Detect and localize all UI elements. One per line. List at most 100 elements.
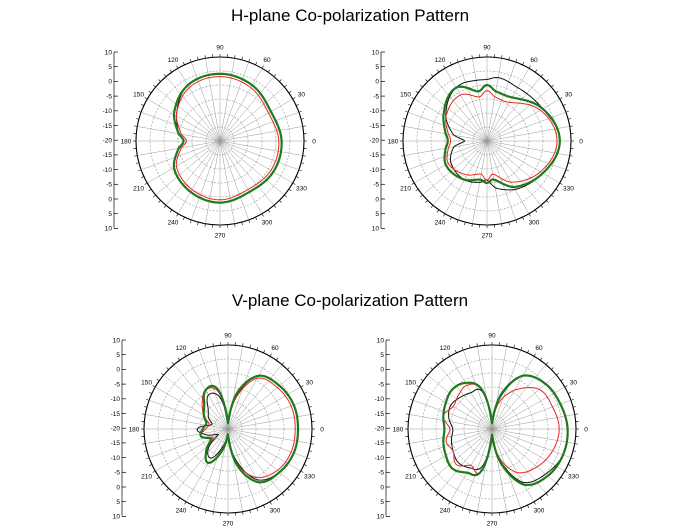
angle-tick-mark <box>205 510 207 514</box>
grid-spoke <box>486 112 567 142</box>
series-line-1 <box>196 375 299 481</box>
angle-tick-mark <box>248 59 251 63</box>
angle-label: 90 <box>224 332 232 339</box>
angle-tick-mark <box>171 362 175 365</box>
angle-tick-mark <box>153 194 156 198</box>
angle-tick-mark <box>563 176 566 179</box>
angle-tick-mark <box>430 367 433 370</box>
angle-tick-mark <box>461 347 464 351</box>
angle-tick-mark <box>546 200 549 203</box>
angle-tick-mark <box>138 110 142 113</box>
angle-label: 240 <box>168 220 179 227</box>
angle-tick-mark <box>267 209 271 213</box>
angle-tick-mark <box>464 222 466 226</box>
angle-tick-mark <box>234 55 236 59</box>
radial-tick-label: 10 <box>372 49 380 56</box>
radial-tick-label: -20 <box>370 138 380 145</box>
grid-spoke <box>227 428 243 512</box>
angle-tick-mark <box>275 497 279 501</box>
radial-tick-label: -10 <box>103 167 113 174</box>
angle-tick-mark <box>292 97 296 100</box>
angle-tick-mark <box>454 505 457 508</box>
angle-tick-mark <box>551 367 554 370</box>
angle-tick-mark <box>148 188 152 192</box>
angle-tick-mark <box>190 505 193 508</box>
angle-tick-mark <box>197 56 199 60</box>
angle-label: 180 <box>388 138 399 145</box>
grid-spoke <box>227 356 271 430</box>
angle-tick-mark <box>501 223 503 227</box>
angle-tick-mark <box>134 125 138 127</box>
angle-tick-mark <box>292 372 295 376</box>
angle-tick-mark <box>560 476 564 480</box>
angle-label: 300 <box>534 508 545 515</box>
angle-tick-mark <box>304 464 307 467</box>
radial-tick-label: -5 <box>106 93 112 100</box>
angle-tick-mark <box>565 169 569 172</box>
radial-tick-label: 10 <box>105 49 113 56</box>
angle-tick-mark <box>261 213 264 217</box>
grid-spoke <box>412 400 493 430</box>
grid-spoke <box>491 400 572 430</box>
angle-tick-mark <box>401 155 405 157</box>
angle-label: 60 <box>535 345 543 352</box>
radial-tick-label: -5 <box>378 381 384 388</box>
angle-tick-mark <box>410 457 414 460</box>
grid-spoke <box>155 86 221 142</box>
angle-tick-mark <box>411 182 415 185</box>
angle-label: 330 <box>304 473 315 480</box>
angle-tick-mark <box>171 493 175 496</box>
angle-tick-mark <box>263 350 266 353</box>
angle-tick-mark <box>413 391 416 394</box>
angle-tick-mark <box>161 482 164 486</box>
angle-tick-mark <box>176 213 179 217</box>
radial-tick-label: 5 <box>380 499 384 506</box>
grid-spoke <box>227 428 283 494</box>
radial-tick-label: 10 <box>113 337 121 344</box>
angle-tick-mark <box>275 357 279 361</box>
v-plane-title: V-plane Co-polarization Pattern <box>231 291 469 310</box>
angle-tick-mark <box>255 217 258 220</box>
angle-tick-mark <box>441 497 445 501</box>
angle-tick-mark <box>568 118 572 120</box>
angle-tick-mark <box>454 350 457 353</box>
angle-tick-mark <box>149 391 152 394</box>
angle-tick-mark <box>522 62 525 65</box>
angle-tick-mark <box>142 443 146 445</box>
angle-tick-mark <box>144 97 148 100</box>
grid-spoke <box>491 414 575 430</box>
angle-tick-mark <box>527 350 530 353</box>
radial-tick-label: -10 <box>111 455 121 462</box>
angle-tick-mark <box>508 222 510 226</box>
radial-tick-label: -5 <box>373 93 379 100</box>
angle-tick-mark <box>410 398 414 401</box>
angle-tick-mark <box>301 118 305 120</box>
grid-spoke <box>486 61 516 142</box>
angle-tick-mark <box>407 406 411 408</box>
angle-tick-mark <box>513 510 515 514</box>
grid-spoke <box>148 400 229 430</box>
angle-tick-mark <box>508 56 510 60</box>
angle-tick-mark <box>461 507 464 511</box>
angle-label: 300 <box>262 220 273 227</box>
angle-tick-mark <box>425 200 428 203</box>
radial-tick-label: -15 <box>370 152 380 159</box>
angle-tick-mark <box>287 367 290 370</box>
angle-tick-mark <box>204 55 206 59</box>
angle-tick-mark <box>540 205 544 208</box>
radial-tick-label: 5 <box>116 352 120 359</box>
angle-label: 150 <box>405 379 416 386</box>
polar-chart-v-right: 1050-5-10-15-20-15-10-505109060300330300… <box>375 332 589 527</box>
angle-tick-mark <box>212 511 214 515</box>
grid-spoke <box>219 140 285 196</box>
grid-spoke <box>477 428 493 512</box>
angle-tick-mark <box>402 118 406 120</box>
angle-tick-mark <box>441 357 445 361</box>
angle-label: 120 <box>176 345 187 352</box>
angle-tick-mark <box>501 55 503 59</box>
angle-tick-mark <box>569 155 573 157</box>
grid-spoke <box>491 364 547 430</box>
angle-label: 0 <box>320 426 324 433</box>
polar-chart-h-left: 1050-5-10-15-20-15-10-505109060300330300… <box>103 44 317 239</box>
grid-spoke <box>477 346 493 430</box>
